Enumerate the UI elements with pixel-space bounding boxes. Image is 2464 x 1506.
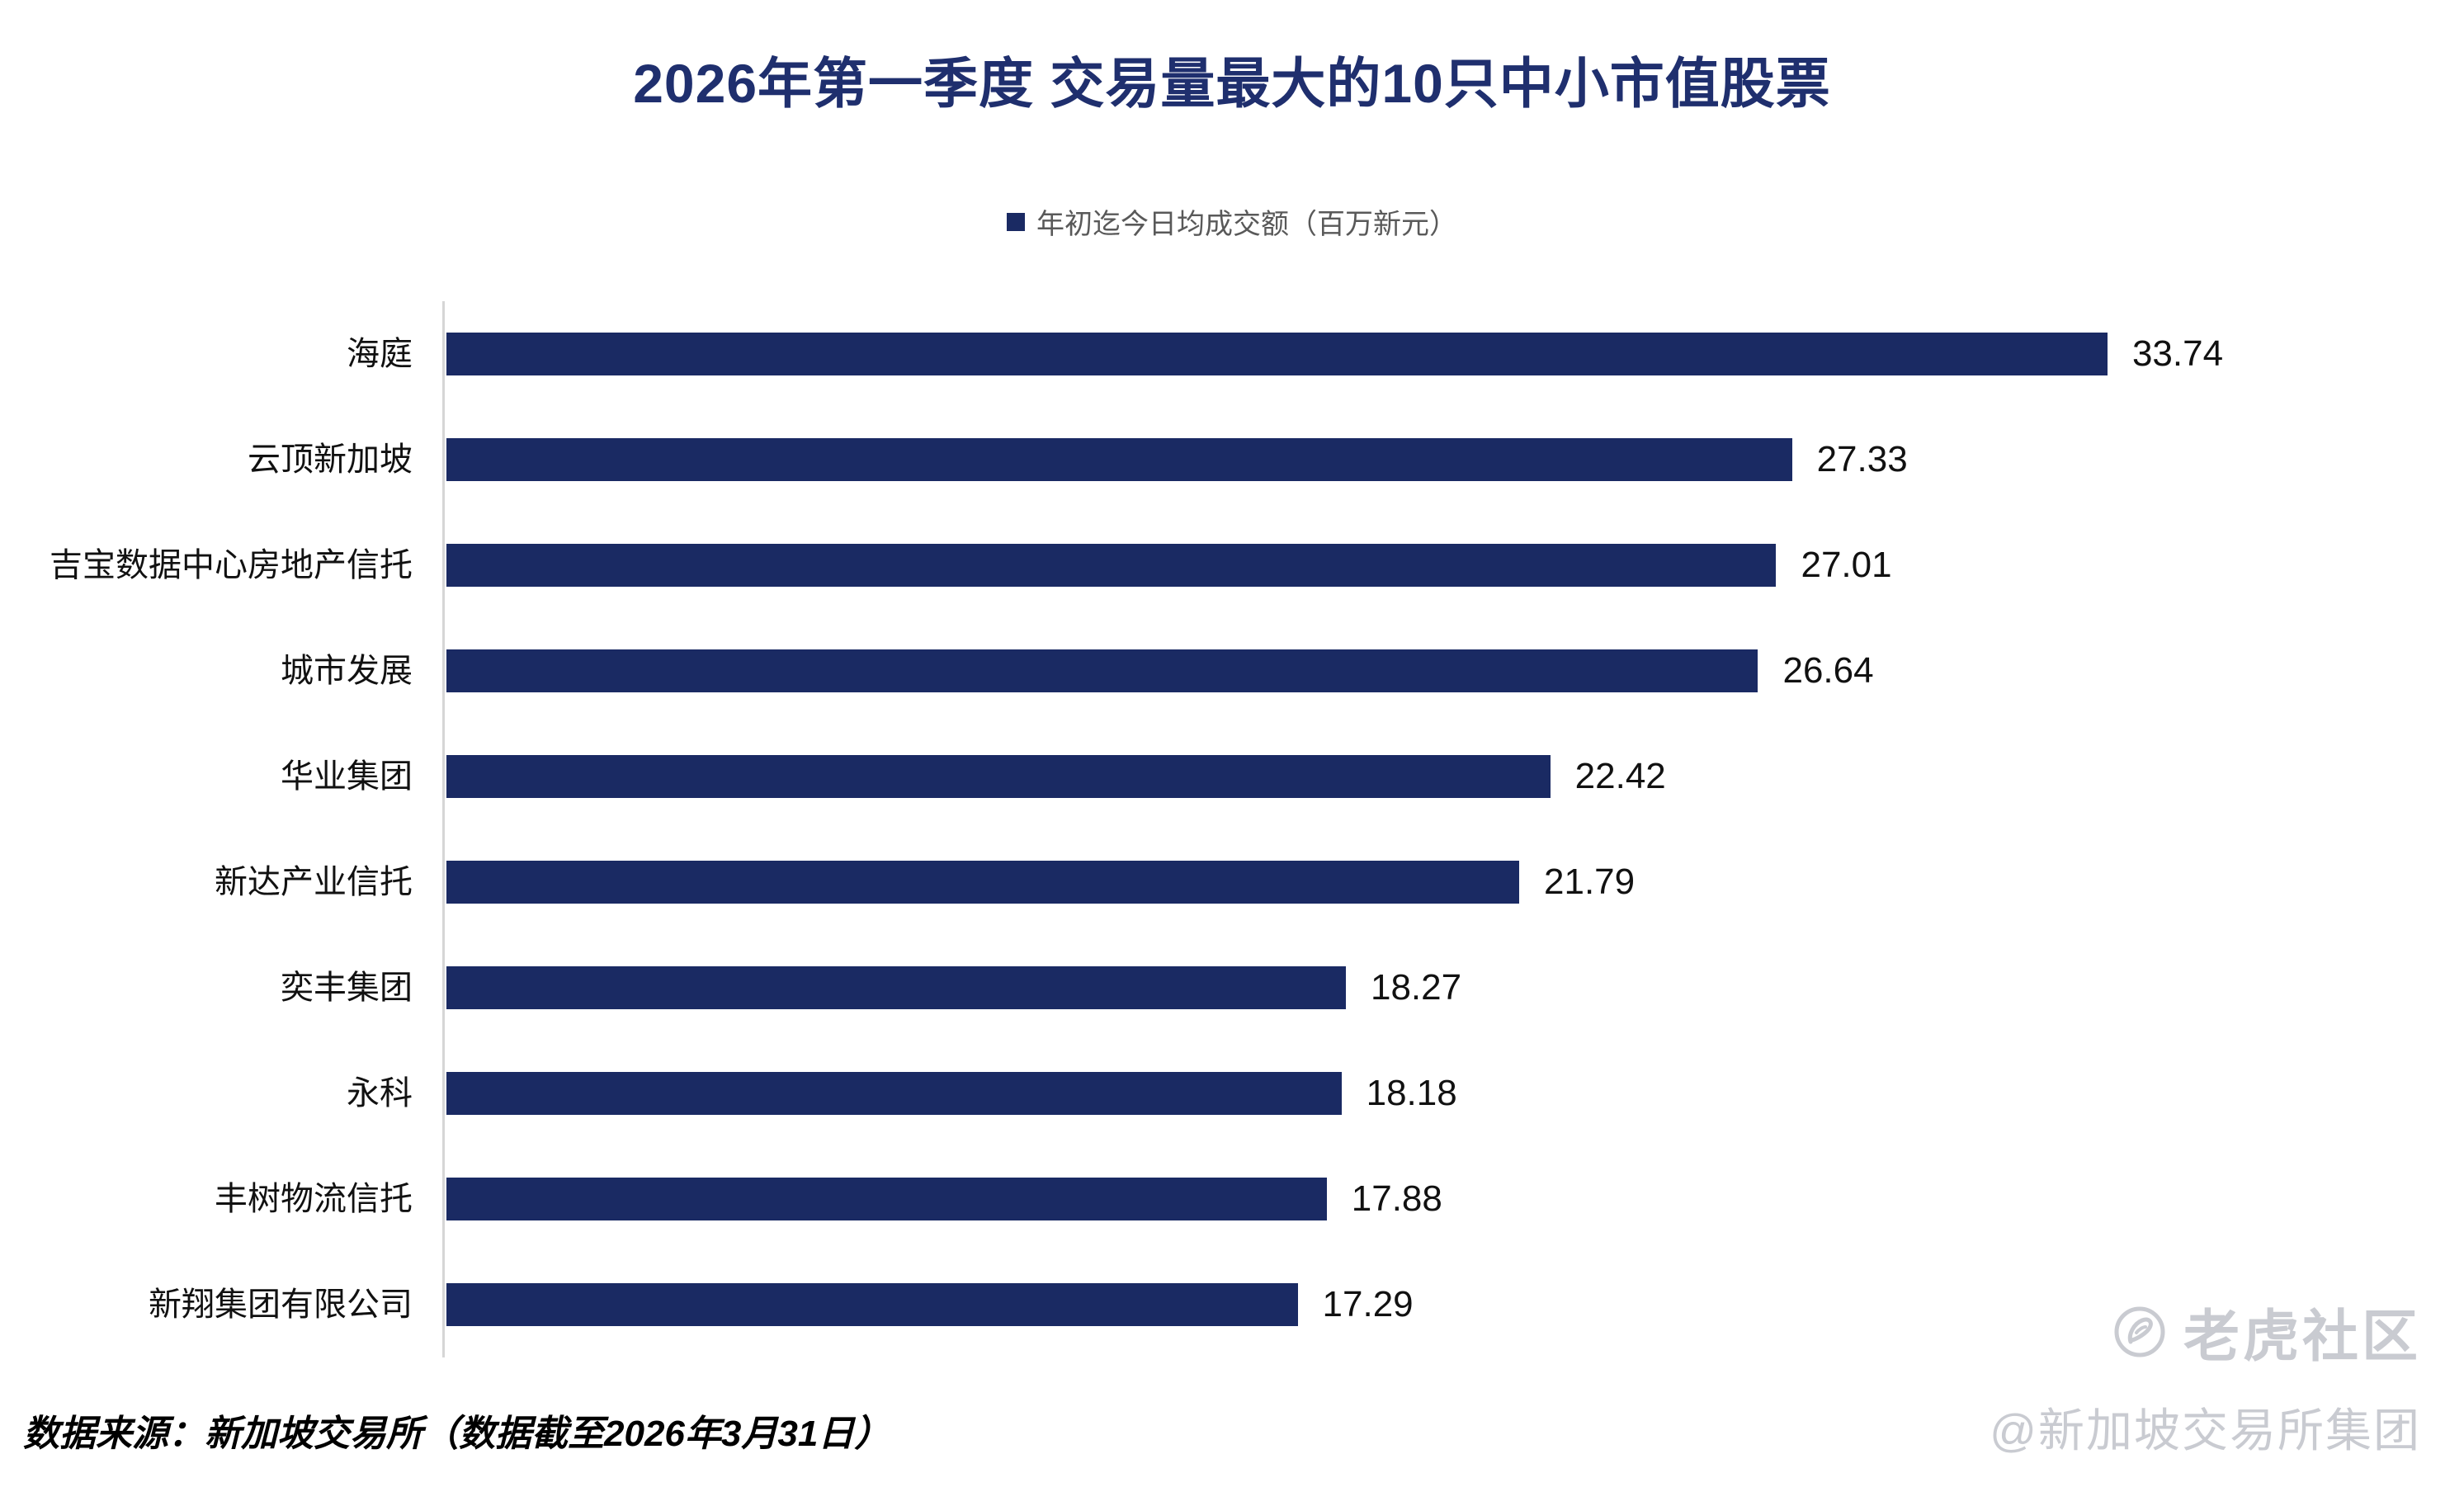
category-label: 城市发展: [281, 653, 413, 689]
category-label: 奕丰集团: [281, 970, 413, 1006]
bar: [446, 1072, 1342, 1115]
bar-row: 奕丰集团 18.27: [0, 935, 2464, 1041]
bar-track: 26.64: [446, 618, 2464, 724]
category-label: 海庭: [347, 336, 413, 372]
value-label: 27.01: [1801, 545, 1892, 585]
bar-row: 永科 18.18: [0, 1041, 2464, 1146]
value-label: 17.88: [1351, 1178, 1442, 1219]
bar-track: 21.79: [446, 829, 2464, 935]
value-label: 33.74: [2131, 333, 2224, 374]
bar-row: 吉宝数据中心房地产信托 27.01: [0, 512, 2464, 618]
watermark-brand: 老虎社区: [2183, 1305, 2421, 1368]
value-label: 18.18: [1366, 1073, 1457, 1113]
tiger-logo-icon: [2112, 1305, 2167, 1359]
value-label: 26.64: [1782, 650, 1874, 691]
bar-rows: 海庭 33.74 云顶新加坡 27.33 吉宝数据中心房地产信托 27.01 城…: [0, 301, 2464, 1357]
value-label: 22.42: [1574, 756, 1666, 796]
category-label: 吉宝数据中心房地产信托: [50, 547, 413, 583]
bar-track: 17.29: [446, 1252, 2464, 1357]
watermark-handle: @新加坡交易所集团: [1990, 1404, 2421, 1456]
value-label: 18.27: [1370, 967, 1462, 1008]
category-axis-line: [442, 301, 445, 1357]
value-label: 27.33: [1816, 439, 1908, 479]
bar: [446, 438, 1792, 481]
bar-row: 城市发展 26.64: [0, 618, 2464, 724]
category-label: 新翔集团有限公司: [149, 1286, 413, 1323]
value-label: 17.29: [1322, 1284, 1414, 1324]
category-label: 永科: [347, 1075, 413, 1112]
bar: [446, 1178, 1327, 1220]
bar-track: 33.74: [446, 301, 2464, 407]
bar-row: 丰树物流信托 17.88: [0, 1146, 2464, 1252]
bar-row: 新翔集团有限公司 17.29: [0, 1252, 2464, 1357]
bar-row: 海庭 33.74: [0, 301, 2464, 407]
bar-chart: 海庭 33.74 云顶新加坡 27.33 吉宝数据中心房地产信托 27.01 城…: [0, 301, 2464, 1357]
bar-row: 华业集团 22.42: [0, 724, 2464, 829]
bar-track: 18.27: [446, 935, 2464, 1041]
bar: [446, 333, 2108, 375]
chart-legend: 年初迄今日均成交额（百万新元）: [0, 201, 2464, 242]
bar: [446, 1283, 1298, 1326]
category-label: 丰树物流信托: [215, 1181, 413, 1217]
chart-title: 2026年第一季度 交易量最大的10只中小市值股票: [633, 53, 1831, 114]
bar-track: 27.33: [446, 407, 2464, 512]
watermark: 老虎社区 @新加坡交易所集团: [1990, 1291, 2421, 1461]
bar: [446, 861, 1519, 904]
bar: [446, 755, 1551, 798]
value-label: 21.79: [1544, 862, 1636, 902]
bar: [446, 966, 1346, 1009]
bar-track: 17.88: [446, 1146, 2464, 1252]
legend-swatch-icon: [1007, 212, 1025, 231]
category-label: 新达产业信托: [215, 864, 413, 900]
bar-track: 27.01: [446, 512, 2464, 618]
category-label: 华业集团: [281, 758, 413, 795]
watermark-brand-row: 老虎社区: [2112, 1291, 2421, 1372]
bar: [446, 544, 1777, 587]
bar-row: 新达产业信托 21.79: [0, 829, 2464, 935]
legend-label: 年初迄今日均成交额（百万新元）: [1036, 209, 1457, 240]
bar-track: 22.42: [446, 724, 2464, 829]
bar-row: 云顶新加坡 27.33: [0, 407, 2464, 512]
source-note: 数据来源：新加坡交易所（数据截至2026年3月31日）: [23, 1414, 891, 1454]
bar: [446, 649, 1758, 692]
bar-track: 18.18: [446, 1041, 2464, 1146]
category-label: 云顶新加坡: [248, 441, 413, 478]
